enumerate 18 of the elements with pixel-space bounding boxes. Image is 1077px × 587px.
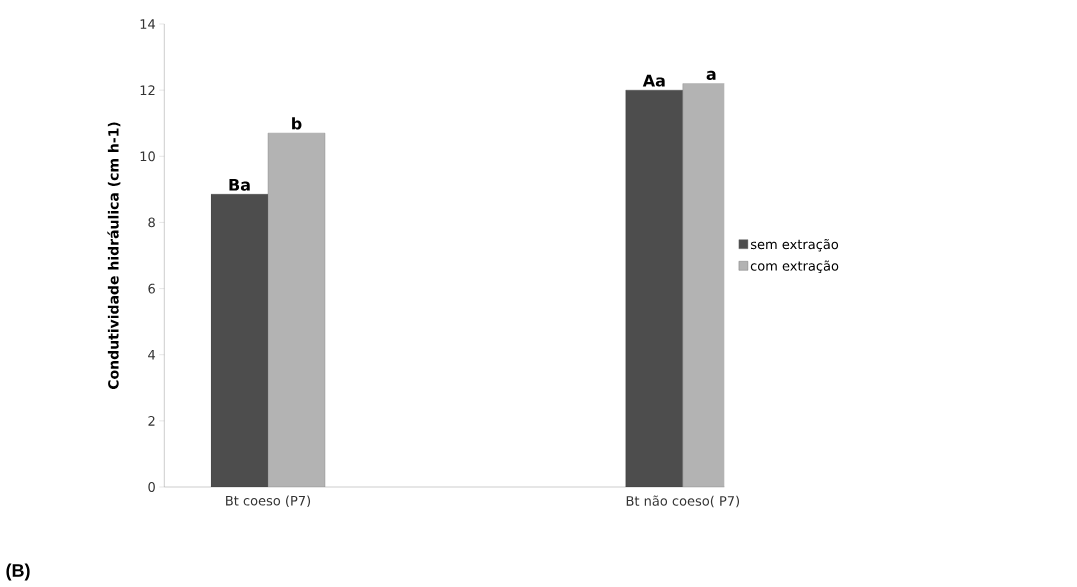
x-tick-label: Bt não coeso( P7) (626, 495, 740, 508)
annotation: a (706, 70, 716, 80)
y-axis-title: Condutividade hidráulica (cm h-1) (107, 122, 121, 390)
annotation: Ba (229, 178, 250, 191)
y-tick-label: 14 (140, 19, 156, 29)
y-tick-label: 0 (148, 482, 155, 492)
y-tick-label: 6 (148, 283, 155, 294)
y-tick-label: 8 (148, 217, 155, 228)
y-tick-label: 12 (140, 85, 155, 95)
legend-label: com extração (750, 260, 839, 274)
legend-label: sem extração (750, 238, 839, 252)
y-tick-label: 10 (140, 151, 155, 162)
y-tick-label: 4 (148, 349, 156, 360)
y-tick-label: 2 (148, 416, 155, 426)
annotation: Aa (642, 74, 665, 87)
text: (B) (6, 563, 30, 581)
annotation: b (292, 117, 302, 130)
x-tick-label: Bt coeso (P7) (226, 495, 311, 508)
